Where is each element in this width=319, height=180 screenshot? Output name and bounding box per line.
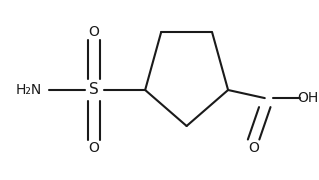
Text: O: O (89, 141, 100, 155)
Text: S: S (89, 82, 99, 98)
Text: O: O (248, 141, 259, 155)
Text: OH: OH (297, 91, 318, 105)
Text: H₂N: H₂N (16, 83, 42, 97)
Text: O: O (89, 25, 100, 39)
